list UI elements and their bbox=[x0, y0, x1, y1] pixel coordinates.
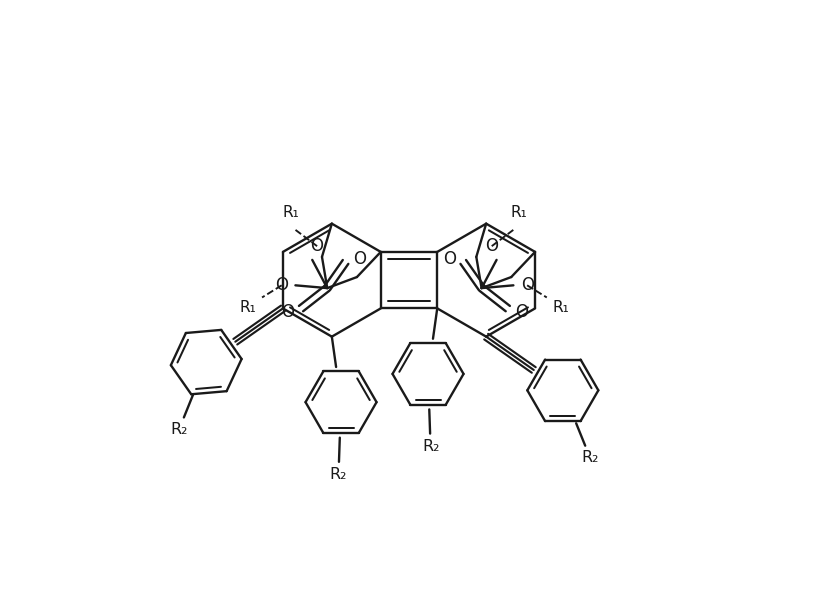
Text: O: O bbox=[443, 250, 456, 268]
Text: R₂: R₂ bbox=[582, 450, 599, 465]
Text: R₁: R₁ bbox=[510, 205, 528, 221]
Text: O: O bbox=[520, 275, 533, 293]
Text: O: O bbox=[281, 303, 294, 321]
Text: R₁: R₁ bbox=[239, 300, 256, 315]
Text: R₂: R₂ bbox=[330, 467, 347, 483]
Text: O: O bbox=[515, 303, 528, 321]
Text: R₁: R₁ bbox=[553, 300, 569, 315]
Text: O: O bbox=[275, 275, 288, 293]
Text: R₂: R₂ bbox=[170, 422, 187, 437]
Text: O: O bbox=[311, 237, 324, 255]
Text: R₁: R₁ bbox=[283, 205, 299, 221]
Text: O: O bbox=[485, 237, 498, 255]
Text: R₂: R₂ bbox=[422, 439, 439, 454]
Text: O: O bbox=[353, 250, 366, 268]
